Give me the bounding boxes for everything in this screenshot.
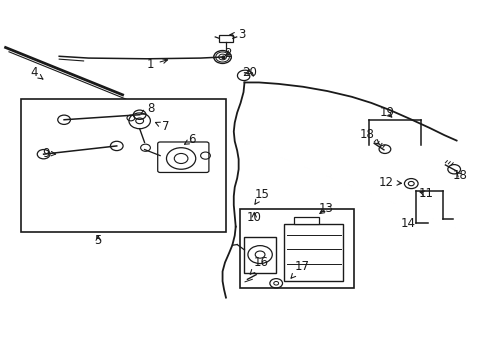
Text: 1: 1 bbox=[147, 58, 167, 71]
Text: 4: 4 bbox=[30, 66, 43, 79]
Bar bbox=[239, 209, 353, 288]
Text: 10: 10 bbox=[246, 211, 261, 224]
Text: 9: 9 bbox=[41, 147, 56, 159]
Bar bbox=[244, 237, 276, 273]
Text: 12: 12 bbox=[378, 176, 401, 189]
Text: 2: 2 bbox=[224, 47, 231, 60]
Text: 6: 6 bbox=[184, 133, 195, 146]
Text: 14: 14 bbox=[400, 216, 414, 230]
Bar bbox=[21, 99, 225, 232]
Bar bbox=[284, 224, 342, 281]
Text: 5: 5 bbox=[94, 234, 102, 247]
Text: 20: 20 bbox=[242, 66, 256, 79]
Bar bbox=[219, 35, 232, 42]
Text: 19: 19 bbox=[379, 106, 394, 119]
Text: 8: 8 bbox=[141, 103, 154, 116]
Text: 17: 17 bbox=[290, 260, 309, 278]
Text: 11: 11 bbox=[418, 187, 432, 200]
Bar bbox=[294, 217, 318, 224]
Text: 16: 16 bbox=[250, 256, 268, 274]
Text: 18: 18 bbox=[452, 169, 467, 182]
Text: 3: 3 bbox=[229, 28, 245, 41]
Text: 13: 13 bbox=[318, 202, 333, 215]
Text: 15: 15 bbox=[254, 188, 269, 204]
Text: 18: 18 bbox=[359, 127, 379, 145]
Text: 7: 7 bbox=[155, 121, 169, 134]
FancyBboxPatch shape bbox=[158, 142, 208, 172]
